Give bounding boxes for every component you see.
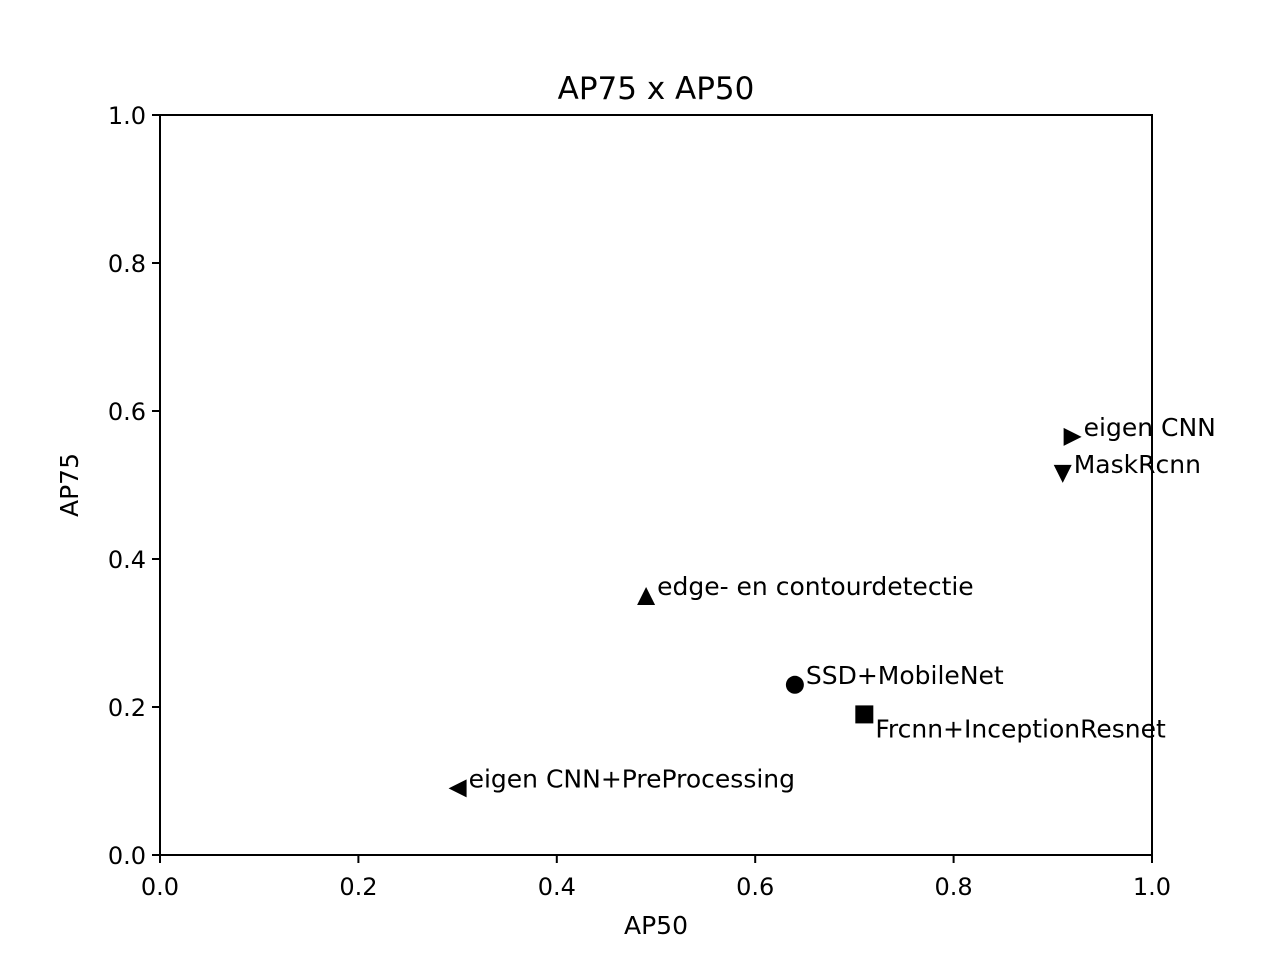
x-tick-label: 0.0 — [141, 873, 179, 901]
point-marker-triangle-down — [1053, 464, 1072, 483]
point-label: eigen CNN — [1084, 413, 1216, 442]
x-tick-label: 0.2 — [339, 873, 377, 901]
plot-frame — [159, 114, 1153, 856]
point-marker-circle — [785, 675, 804, 694]
point-label: MaskRcnn — [1074, 450, 1201, 479]
point-label: SSD+MobileNet — [806, 661, 1004, 690]
y-tick-label: 0.2 — [108, 694, 146, 722]
x-axis-label: AP50 — [624, 911, 688, 940]
point-marker-triangle-up — [637, 587, 656, 605]
x-tick-label: 0.8 — [935, 873, 973, 901]
point-marker-triangle-left — [448, 779, 467, 798]
x-tick-label: 1.0 — [1133, 873, 1171, 901]
y-tick-label: 0.0 — [108, 842, 146, 870]
point-marker-triangle-right — [1063, 427, 1082, 446]
point-label: edge- en contourdetectie — [657, 572, 974, 601]
point-label: Frcnn+InceptionResnet — [875, 714, 1166, 743]
x-axis-ticks: 0.0 0.2 0.4 0.6 0.8 1.0 — [141, 855, 1171, 901]
y-tick-label: 0.4 — [108, 546, 146, 574]
x-tick-label: 0.4 — [538, 873, 576, 901]
y-axis-label: AP75 — [55, 453, 84, 517]
y-tick-label: 1.0 — [108, 102, 146, 130]
y-tick-label: 0.6 — [108, 398, 146, 426]
point-label: eigen CNN+PreProcessing — [469, 764, 795, 793]
y-tick-label: 0.8 — [108, 250, 146, 278]
point-marker-square — [855, 705, 874, 724]
x-tick-label: 0.6 — [736, 873, 774, 901]
data-points: SSD+MobileNet Frcnn+InceptionResnet edge- … — [448, 413, 1216, 798]
y-axis-ticks: 0.0 0.2 0.4 0.6 0.8 1.0 — [108, 102, 160, 870]
chart-title: AP75 x AP50 — [558, 71, 755, 107]
